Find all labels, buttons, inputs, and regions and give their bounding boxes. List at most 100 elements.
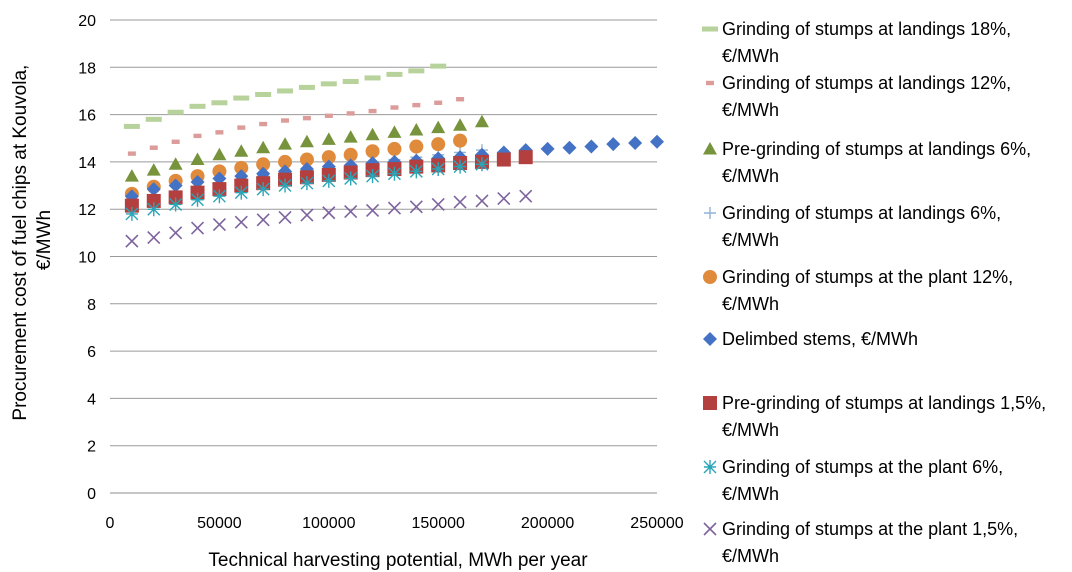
y-tick-label: 6 bbox=[87, 344, 96, 361]
data-point bbox=[368, 108, 377, 114]
data-point bbox=[344, 204, 358, 219]
data-point bbox=[387, 166, 401, 181]
legend-label-line: Grinding of stumps at landings 12%, bbox=[722, 73, 1011, 93]
data-point bbox=[169, 197, 183, 212]
data-point bbox=[302, 115, 311, 121]
data-point bbox=[365, 127, 380, 141]
data-point bbox=[212, 164, 227, 179]
legend-marker bbox=[703, 332, 717, 346]
data-point bbox=[453, 118, 468, 131]
data-point bbox=[191, 192, 205, 207]
data-point bbox=[322, 206, 336, 220]
data-point bbox=[453, 159, 467, 174]
legend-label-line: Grinding of stumps at the plant 6%, bbox=[722, 457, 1003, 477]
data-point bbox=[299, 134, 314, 148]
y-axis-title-line-2: €/MWh bbox=[34, 210, 55, 270]
data-point bbox=[234, 215, 248, 229]
data-point bbox=[190, 221, 205, 235]
y-tick-label: 12 bbox=[78, 202, 96, 219]
legend-label-line: Grinding of stumps at the plant 1,5%, bbox=[722, 519, 1018, 539]
data-point bbox=[497, 191, 511, 206]
y-tick-label: 8 bbox=[87, 297, 96, 314]
data-point bbox=[169, 226, 183, 240]
data-point bbox=[171, 139, 180, 144]
legend-label-line: €/MWh bbox=[722, 294, 779, 314]
series-9 bbox=[125, 189, 533, 248]
x-tick-label: 0 bbox=[106, 515, 115, 532]
data-point bbox=[434, 100, 443, 105]
data-point bbox=[412, 102, 421, 108]
data-point bbox=[193, 133, 202, 139]
data-point bbox=[298, 84, 315, 90]
data-point bbox=[324, 113, 333, 118]
data-point bbox=[277, 88, 294, 94]
y-tick-label: 20 bbox=[78, 13, 96, 30]
legend-entry-2: Grinding of stumps at landings 12%, €/MWh bbox=[706, 73, 1011, 120]
data-point bbox=[387, 125, 402, 138]
legend-label-line: Grinding of stumps at landings 18%, bbox=[722, 19, 1011, 39]
data-point bbox=[540, 141, 555, 156]
series-1 bbox=[123, 63, 447, 129]
data-point bbox=[211, 100, 228, 106]
data-point bbox=[299, 152, 314, 167]
legend-label-line: €/MWh bbox=[722, 46, 779, 66]
data-point bbox=[387, 141, 402, 156]
data-point bbox=[518, 150, 533, 165]
legend-entry-3: Pre-grinding of stumps at landings 6%, €/… bbox=[703, 139, 1031, 186]
data-point bbox=[320, 81, 337, 87]
data-point bbox=[146, 163, 161, 176]
data-point bbox=[281, 118, 290, 123]
data-point bbox=[321, 150, 336, 165]
data-point bbox=[365, 144, 380, 159]
data-point bbox=[342, 78, 359, 84]
data-point bbox=[387, 201, 402, 215]
data-point bbox=[409, 200, 423, 214]
data-point bbox=[167, 109, 184, 115]
legend-label-line: €/MWh bbox=[722, 230, 779, 250]
data-point bbox=[237, 125, 246, 130]
y-tick-label: 4 bbox=[87, 391, 96, 408]
data-point bbox=[431, 120, 446, 134]
legend-entry-8: Grinding of stumps at the plant 6%, €/MWh bbox=[703, 457, 1003, 504]
legend-entry-5: Grinding of stumps at the plant 12%, €/MW… bbox=[703, 267, 1013, 314]
data-point bbox=[322, 173, 336, 188]
data-point bbox=[278, 154, 293, 169]
data-point bbox=[278, 178, 292, 193]
series-2 bbox=[127, 97, 465, 156]
data-point bbox=[453, 195, 467, 209]
data-point bbox=[147, 202, 161, 217]
data-point bbox=[234, 144, 249, 157]
data-point bbox=[233, 95, 250, 101]
legend-marker bbox=[703, 522, 717, 536]
data-point bbox=[562, 140, 577, 155]
data-point bbox=[390, 105, 399, 110]
data-point bbox=[300, 176, 314, 191]
data-point bbox=[386, 71, 403, 77]
data-point bbox=[409, 139, 424, 154]
data-point bbox=[650, 134, 664, 149]
data-point bbox=[149, 145, 158, 150]
data-point bbox=[321, 132, 336, 145]
x-tick-label: 150000 bbox=[412, 515, 465, 532]
data-point bbox=[366, 169, 380, 184]
data-point bbox=[190, 152, 205, 166]
data-point bbox=[474, 114, 489, 128]
legend-entry-4: Grinding of stumps at landings 6%, €/MWh bbox=[704, 203, 1001, 250]
data-point bbox=[256, 140, 271, 154]
data-point bbox=[606, 137, 621, 152]
data-point bbox=[409, 164, 423, 179]
legend-entry-1: Grinding of stumps at landings 18%, €/MWh bbox=[702, 19, 1011, 66]
legend-marker bbox=[703, 396, 717, 410]
legend-marker bbox=[703, 460, 717, 474]
x-tick-label: 250000 bbox=[630, 515, 683, 532]
data-point bbox=[212, 218, 226, 232]
data-point bbox=[123, 123, 140, 129]
y-tick-label: 10 bbox=[78, 250, 96, 267]
data-point bbox=[259, 121, 268, 127]
data-point bbox=[365, 203, 380, 217]
data-point bbox=[456, 97, 465, 102]
data-point bbox=[234, 160, 249, 175]
legend-marker bbox=[704, 207, 716, 219]
data-point bbox=[475, 157, 489, 172]
legend-label-line: Delimbed stems, €/MWh bbox=[722, 329, 918, 349]
